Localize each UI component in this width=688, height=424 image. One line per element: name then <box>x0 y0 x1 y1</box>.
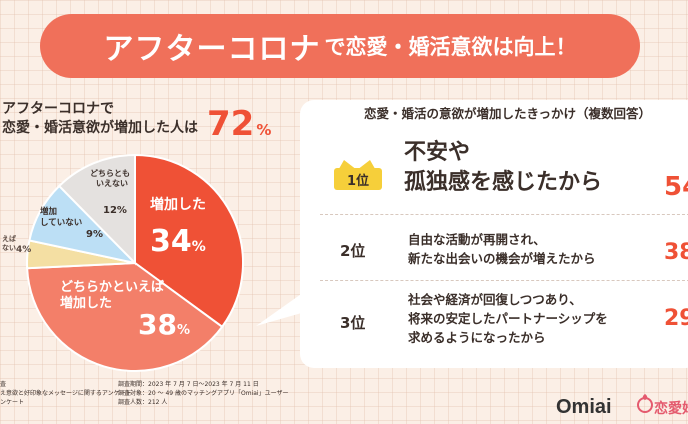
survey-target: 調査対象：20 〜 49 歳のマッチングアプリ「Omiai」ユーザー <box>118 390 289 397</box>
survey-period: 調査期間：2023 年 7 月 7 日〜2023 年 7 月 11 日 <box>118 381 259 388</box>
pie-slice-0 <box>134 153 244 329</box>
pie-label-neither-line2: いえない <box>96 179 128 188</box>
rank-2-line1: 自由な活動が再開され、 <box>408 232 546 247</box>
pie-pct-somewhat-value: 38 <box>138 308 177 341</box>
pie-slice-1 <box>26 261 224 372</box>
banner-emphasis: アフターコロナ <box>103 32 321 67</box>
pie-label-not-increased-line1: 増加 <box>40 207 58 217</box>
pie-label-neither-line1: どちらとも <box>90 169 130 178</box>
survey-notes: 査 え意欲と好印象なメッセージに関するアンケート ンケート <box>0 380 132 407</box>
pie-pct-somewhat-unit: % <box>176 323 190 338</box>
left-heading: アフターコロナで 恋愛・婚活意欲が増加した人は 72% <box>2 100 271 144</box>
pie-pct-somewhat-not-value: 4 <box>16 245 23 255</box>
title-banner: アフターコロナ で恋愛・婚活意欲は向上！ <box>40 14 640 78</box>
rank-3-percent: 29 <box>664 306 688 331</box>
rank-3-line3: 求めるようになったから <box>408 330 546 345</box>
rank-1-text: 不安や 孤独感を感じたから <box>404 138 602 198</box>
left-heading-line1: アフターコロナで <box>2 101 114 117</box>
rank-1-line1: 不安や <box>404 140 471 165</box>
banner-rest: で恋愛・婚活意欲は向上！ <box>324 35 577 59</box>
pie-label-increased: 増加した <box>150 197 206 215</box>
pie-pct-increased-unit: % <box>191 239 206 255</box>
pie-label-not-increased: 増加 していない <box>40 207 82 228</box>
omiai-logo: Omiai <box>556 396 612 418</box>
pie-label-somewhat-not-line1: えば <box>2 235 16 243</box>
pie-label-increased-text: 増加した <box>150 197 206 213</box>
koi-logo-icon <box>637 394 653 413</box>
pie-pct-somewhat: 38% <box>138 307 190 342</box>
bubble-tail <box>256 292 312 326</box>
total-increase-percent: 72% <box>207 104 271 144</box>
pie-chart: 増加した 34% どちらかといえば 増加した 38% えば ない 4% 増加 し… <box>0 145 300 375</box>
rank-1-line2: 孤独感を感じたから <box>404 170 603 195</box>
survey-details: 調査期間：2023 年 7 月 7 日〜2023 年 7 月 11 日 調査対象… <box>118 380 288 407</box>
pie-slice-4 <box>57 153 136 266</box>
pie-pct-neither-unit: % <box>116 205 127 216</box>
total-increase-unit: % <box>256 121 272 139</box>
rank-2-badge: 2位 <box>340 242 366 260</box>
pie-label-somewhat-line2: 増加した <box>60 296 113 312</box>
pie-pct-increased: 34% <box>150 223 206 261</box>
pie-label-somewhat-not: えば ない <box>2 235 16 253</box>
survey-notes-line2: え意欲と好印象なメッセージに関するアンケート <box>0 390 132 397</box>
pie-svg <box>26 153 244 372</box>
survey-count: 調査人数：212 人 <box>118 399 168 406</box>
pie-pct-increased-value: 34 <box>150 224 192 259</box>
left-heading-line2: 恋愛・婚活意欲が増加した人は <box>2 120 198 136</box>
pie-label-somewhat: どちらかといえば 増加した <box>60 280 164 313</box>
rank-1-badge: 1位 <box>334 168 382 190</box>
survey-notes-line1: 査 <box>0 381 7 388</box>
divider-1 <box>320 214 688 215</box>
rank-2-line2: 新たな出会いの機会が増えたから <box>408 251 596 266</box>
pie-label-somewhat-not-line2: ない <box>2 243 16 252</box>
koi-logo-text: 恋愛婚 <box>654 401 688 417</box>
rank-3-badge: 3位 <box>340 314 366 332</box>
pie-pct-not-increased: 9% <box>86 229 103 242</box>
pie-pct-somewhat-not-unit: % <box>22 245 32 255</box>
total-increase-value: 72 <box>207 104 255 144</box>
pie-pct-neither: 12% <box>103 205 127 218</box>
pie-pct-not-increased-value: 9 <box>86 229 93 240</box>
rank-2-percent: 38 <box>664 240 688 265</box>
rank-3-line2: 将来の安定したパートナーシップを <box>408 311 608 326</box>
reasons-title: 恋愛・婚活の意欲が増加したきっかけ（複数回答） <box>364 106 652 121</box>
rank-1-percent: 54 <box>664 172 688 202</box>
reasons-panel <box>300 100 688 368</box>
pie-pct-neither-value: 12 <box>103 205 117 216</box>
pie-pct-somewhat-not: 4% <box>16 245 31 256</box>
pie-label-neither: どちらとも いえない <box>90 169 130 189</box>
rank-3-text: 社会や経済が回復しつつあり、 将来の安定したパートナーシップを 求めるようになっ… <box>408 290 608 347</box>
divider-2 <box>320 280 688 281</box>
pie-label-not-increased-line2: していない <box>40 217 83 228</box>
survey-notes-line3: ンケート <box>0 399 25 406</box>
rank-3-line1: 社会や経済が回復しつつあり、 <box>408 292 582 307</box>
pie-pct-not-increased-unit: % <box>92 229 103 240</box>
rank-2-text: 自由な活動が再開され、 新たな出会いの機会が増えたから <box>408 230 596 268</box>
pie-label-somewhat-line1: どちらかといえば <box>60 280 165 295</box>
